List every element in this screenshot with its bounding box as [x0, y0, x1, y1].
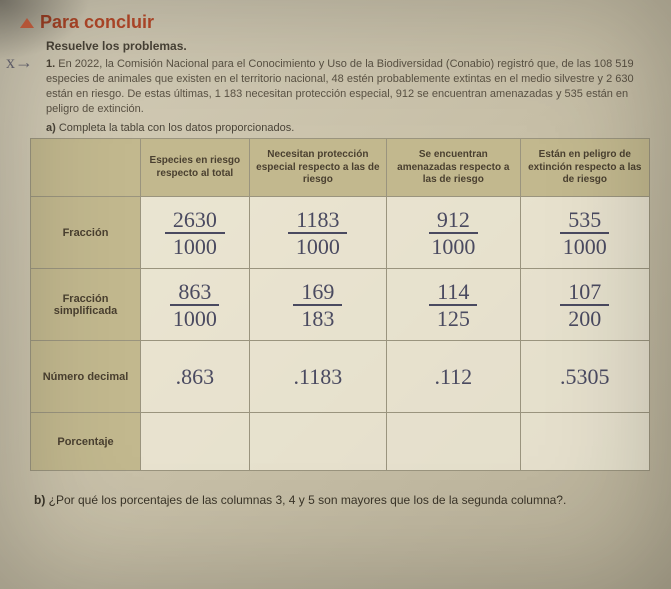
problem-1-text: 1. En 2022, la Comisión Nacional para el…	[46, 57, 651, 116]
cell-simplified: 107200	[520, 269, 649, 341]
part-a-text: Completa la tabla con los datos proporci…	[59, 122, 294, 134]
cell-decimal: .1183	[249, 341, 386, 413]
problem-number: 1.	[46, 58, 55, 70]
data-table: Especies en riesgo respecto al total Nec…	[30, 138, 650, 471]
cell-decimal: .112	[387, 341, 521, 413]
cell-fraction: 26301000	[141, 197, 250, 269]
row-label-simplificada: Fracción simplificada	[31, 269, 141, 341]
cell-decimal: .863	[141, 341, 250, 413]
col-header: Se encuentran amenazadas respecto a las …	[387, 139, 521, 197]
cell-simplified: 169183	[249, 269, 386, 341]
row-label-fraccion: Fracción	[31, 197, 141, 269]
cell-percent	[249, 413, 386, 471]
section-title-row: Para concluir	[20, 12, 651, 33]
cell-fraction: 5351000	[520, 197, 649, 269]
section-title: Para concluir	[40, 12, 154, 33]
cell-simplified: 8631000	[141, 269, 250, 341]
part-b-text: ¿Por qué los porcentajes de las columnas…	[49, 493, 567, 507]
cell-percent	[141, 413, 250, 471]
cell-fraction: 9121000	[387, 197, 521, 269]
table-row: Fracción simplificada 8631000 169183 114…	[31, 269, 650, 341]
cell-simplified: 114125	[387, 269, 521, 341]
hourglass-icon	[20, 18, 34, 28]
row-label-porcentaje: Porcentaje	[31, 413, 141, 471]
part-b-label: b)	[34, 493, 45, 507]
col-header: Especies en riesgo respecto al total	[141, 139, 250, 197]
part-b: b) ¿Por qué los porcentajes de las colum…	[34, 493, 651, 507]
cell-fraction: 11831000	[249, 197, 386, 269]
col-header: Necesitan protección especial respecto a…	[249, 139, 386, 197]
row-label-decimal: Número decimal	[31, 341, 141, 413]
table-corner	[31, 139, 141, 197]
part-a: a) Completa la tabla con los datos propo…	[46, 122, 651, 134]
table-row: Fracción 26301000 11831000 9121000 53510…	[31, 197, 650, 269]
instructions-heading: Resuelve los problemas.	[46, 39, 651, 53]
problem-body: En 2022, la Comisión Nacional para el Co…	[46, 58, 634, 115]
cell-percent	[520, 413, 649, 471]
part-a-label: a)	[46, 122, 56, 134]
cell-decimal: .5305	[520, 341, 649, 413]
table-header-row: Especies en riesgo respecto al total Nec…	[31, 139, 650, 197]
table-row: Número decimal .863 .1183 .112 .5305	[31, 341, 650, 413]
table-row: Porcentaje	[31, 413, 650, 471]
col-header: Están en peligro de extinción respecto a…	[520, 139, 649, 197]
handwritten-margin-mark: x→	[6, 52, 33, 73]
cell-percent	[387, 413, 521, 471]
